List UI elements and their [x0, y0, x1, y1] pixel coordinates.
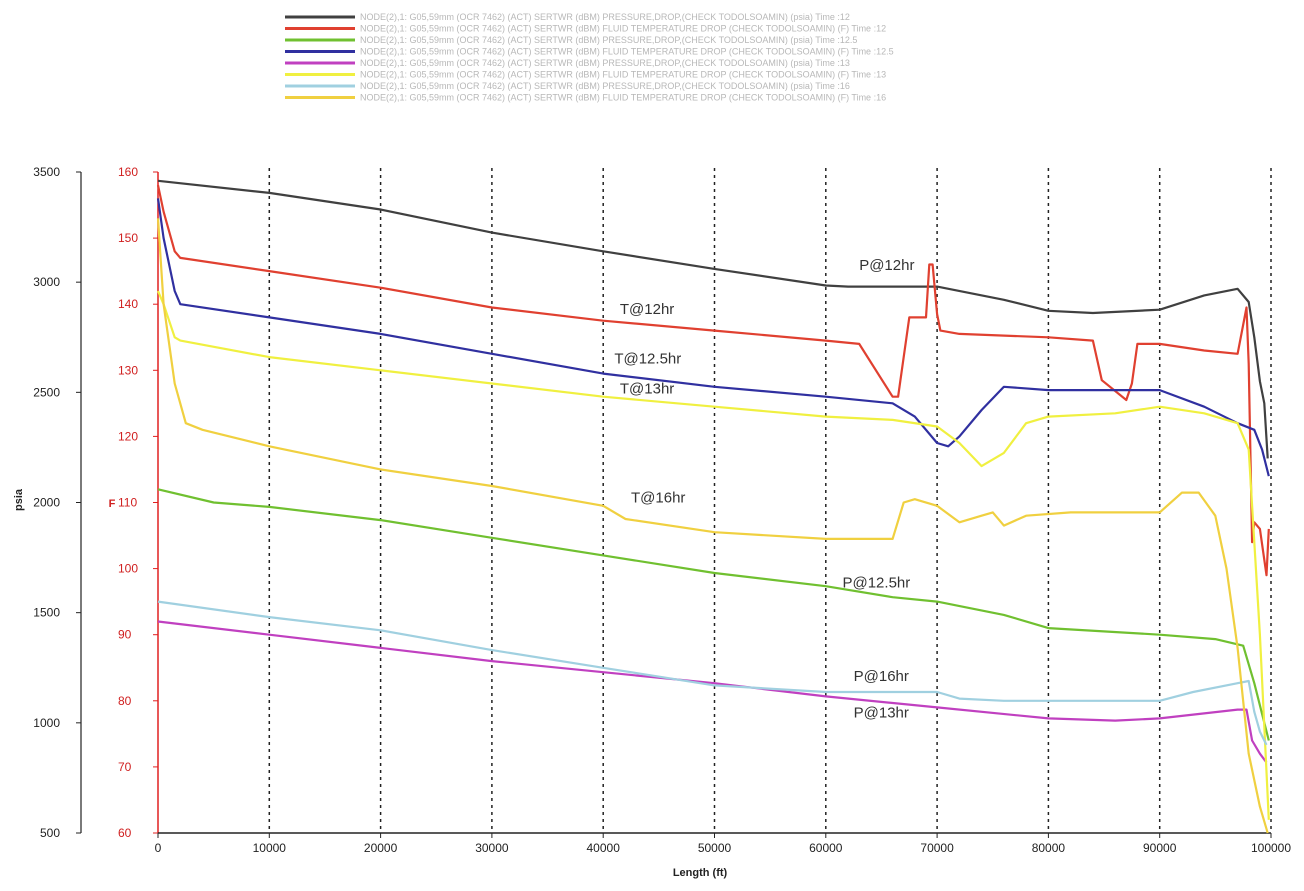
legend-label: NODE(2),1: G05,59mm (OCR 7462) (ACT) SER… [360, 35, 857, 45]
y-right-tick-label: 130 [118, 363, 138, 377]
y-left-tick-label: 1500 [33, 606, 60, 620]
x-tick-label: 70000 [920, 841, 954, 855]
series-annotation: P@16hr [854, 668, 909, 685]
legend-label: NODE(2),1: G05,59mm (OCR 7462) (ACT) SER… [360, 70, 886, 80]
axes: 5001000150020002500300035006070809010011… [33, 165, 1291, 855]
legend-label: NODE(2),1: G05,59mm (OCR 7462) (ACT) SER… [360, 58, 850, 68]
y-left-tick-label: 3500 [33, 165, 60, 179]
x-tick-label: 100000 [1251, 841, 1291, 855]
y-left-tick-label: 2500 [33, 385, 60, 399]
x-tick-label: 90000 [1143, 841, 1177, 855]
x-tick-label: 0 [155, 841, 162, 855]
series-line-5 [157, 620, 1268, 764]
x-tick-label: 30000 [475, 841, 509, 855]
y-right-axis-title: F [109, 498, 116, 510]
series-line-2 [156, 184, 1270, 577]
series-line-4 [156, 198, 1270, 477]
series-annotation: T@13hr [620, 380, 674, 397]
legend-label: NODE(2),1: G05,59mm (OCR 7462) (ACT) SER… [360, 47, 894, 57]
y-left-tick-label: 1000 [33, 716, 60, 730]
series-line-6 [156, 290, 1270, 820]
legend-label: NODE(2),1: G05,59mm (OCR 7462) (ACT) SER… [360, 24, 886, 34]
x-tick-label: 20000 [364, 841, 398, 855]
series-line-8 [156, 218, 1269, 834]
series-lines [156, 179, 1270, 834]
y-right-tick-label: 90 [118, 628, 132, 642]
series-line-1 [157, 179, 1269, 459]
y-left-tick-label: 3000 [33, 275, 60, 289]
grid [268, 168, 1272, 833]
series-annotation: P@12.5hr [842, 574, 910, 591]
x-axis-title: Length (ft) [673, 867, 728, 879]
x-tick-label: 40000 [587, 841, 621, 855]
x-tick-label: 60000 [809, 841, 843, 855]
y-right-tick-label: 70 [118, 760, 132, 774]
y-right-tick-label: 80 [118, 694, 132, 708]
y-right-tick-label: 100 [118, 562, 138, 576]
series-annotation: T@16hr [631, 490, 685, 507]
y-right-tick-label: 120 [118, 429, 138, 443]
y-right-tick-label: 160 [118, 165, 138, 179]
legend-label: NODE(2),1: G05,59mm (OCR 7462) (ACT) SER… [360, 93, 886, 103]
x-tick-label: 80000 [1032, 841, 1066, 855]
series-line-7 [157, 600, 1268, 746]
series-annotation: P@13hr [854, 704, 909, 721]
legend-label: NODE(2),1: G05,59mm (OCR 7462) (ACT) SER… [360, 12, 850, 22]
y-right-tick-label: 140 [118, 297, 138, 311]
legend-label: NODE(2),1: G05,59mm (OCR 7462) (ACT) SER… [360, 81, 850, 91]
series-annotation: T@12hr [620, 301, 674, 318]
series-annotation: P@12hr [859, 257, 914, 274]
y-right-tick-label: 150 [118, 231, 138, 245]
x-tick-label: 10000 [253, 841, 287, 855]
y-left-axis-title: psia [13, 488, 25, 511]
y-left-tick-label: 2000 [33, 496, 60, 510]
y-right-tick-label: 60 [118, 826, 132, 840]
legend: NODE(2),1: G05,59mm (OCR 7462) (ACT) SER… [285, 12, 894, 103]
series-line-3 [157, 488, 1270, 741]
annotations: P@12hr T@12hr T@12.5hr T@13hr T@16hr P@12.5hr… [614, 257, 914, 721]
series-annotation: T@12.5hr [614, 351, 681, 368]
y-right-tick-label: 110 [118, 496, 137, 510]
y-left-tick-label: 500 [40, 826, 60, 840]
x-tick-label: 50000 [698, 841, 732, 855]
